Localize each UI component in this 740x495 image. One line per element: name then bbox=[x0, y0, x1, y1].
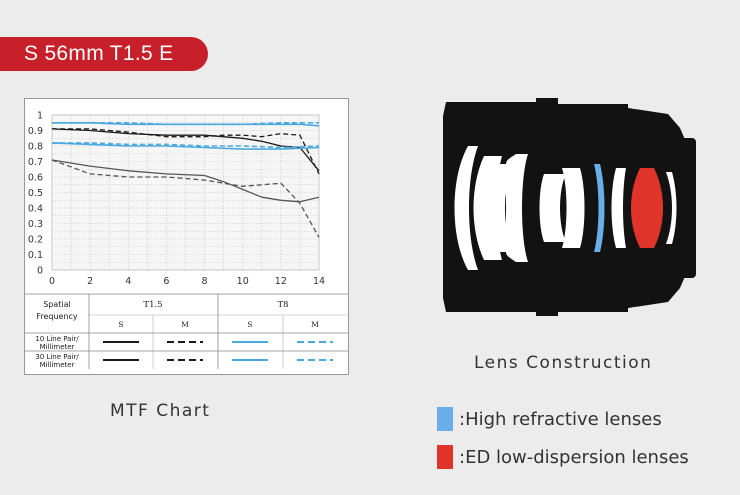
y-tick-label: 0.3 bbox=[28, 219, 43, 230]
table-row-label: 30 Line Pair/ bbox=[35, 353, 79, 361]
table-group-label: T1.5 bbox=[143, 300, 162, 310]
high-refractive-swatch bbox=[437, 407, 453, 431]
x-tick-label: 2 bbox=[87, 276, 93, 287]
mtf-legend-table: Spatial Frequency T1.5 T8 S M S M 10 Line Pair/M… bbox=[25, 293, 348, 369]
lens-barrel bbox=[443, 98, 686, 316]
lens-construction-diagram bbox=[443, 98, 696, 316]
x-tick-label: 6 bbox=[163, 276, 169, 287]
lens-element bbox=[506, 154, 528, 262]
mtf-chart-caption: MTF Chart bbox=[110, 401, 211, 421]
table-subheader: M bbox=[311, 320, 319, 329]
lens-rear-mount bbox=[676, 138, 696, 278]
table-row-label: Millimeter bbox=[40, 361, 75, 369]
mtf-series-T15-10lp-M bbox=[52, 128, 320, 175]
mtf-chart: 0 0.1 0.2 0.3 0.4 0.5 0.6 0.7 0.8 0.9 1 0 2 4 6 8 10 12 14… bbox=[24, 98, 349, 375]
y-tick-label: 0.4 bbox=[28, 204, 43, 215]
table-row-label: Millimeter bbox=[40, 343, 75, 351]
table-subheader: S bbox=[118, 320, 123, 329]
chart-series bbox=[51, 121, 320, 238]
chart-axes: 00.10.20.30.40.50.60.70.80.910 2 4 6 8 10 12 14 bbox=[28, 111, 325, 288]
product-title-banner: S 56mm T1.5 E bbox=[0, 37, 208, 71]
y-tick-label: 0.5 bbox=[28, 188, 43, 199]
high-refractive-lens bbox=[594, 164, 605, 252]
lens-element bbox=[492, 164, 514, 252]
lens-element bbox=[562, 168, 585, 248]
mtf-series-T8-30lp-M bbox=[52, 142, 320, 149]
chart-grid bbox=[51, 114, 320, 271]
x-tick-label: 4 bbox=[125, 276, 131, 287]
table-subheader: M bbox=[181, 320, 189, 329]
y-tick-label: 0 bbox=[37, 266, 43, 277]
legend-label-high-refractive: :High refractive lenses bbox=[459, 408, 662, 430]
lens-element bbox=[539, 174, 566, 242]
x-tick-label: 0 bbox=[49, 276, 55, 287]
product-title: S 56mm T1.5 E bbox=[24, 42, 174, 65]
mtf-series-T15-30lp-M bbox=[51, 159, 320, 238]
x-tick-label: 14 bbox=[313, 276, 325, 287]
lens-element bbox=[611, 168, 626, 248]
y-tick-label: 0.8 bbox=[28, 142, 43, 153]
y-tick-label: 0.6 bbox=[28, 173, 43, 184]
legend-label-ed: :ED low-dispersion lenses bbox=[459, 446, 689, 468]
y-tick-label: 0.1 bbox=[28, 250, 43, 261]
table-header-frequency: Frequency bbox=[36, 312, 78, 321]
y-tick-label: 0.2 bbox=[28, 235, 43, 246]
x-tick-label: 10 bbox=[237, 276, 249, 287]
y-tick-label: 0.9 bbox=[28, 126, 43, 137]
mtf-series-T8-30lp-S bbox=[51, 142, 320, 150]
x-tick-label: 8 bbox=[202, 276, 208, 287]
mtf-chart-svg: 00.10.20.30.40.50.60.70.80.910 2 4 6 8 10 12 14… bbox=[25, 111, 348, 369]
ed-lens bbox=[631, 168, 663, 248]
y-tick-label: 1 bbox=[37, 111, 43, 122]
table-row-label: 10 Line Pair/ bbox=[35, 335, 79, 343]
table-subheader: S bbox=[247, 320, 252, 329]
mtf-series-T15-30lp-S bbox=[51, 159, 320, 203]
ed-lens-swatch bbox=[437, 445, 453, 469]
lens-element bbox=[666, 172, 677, 244]
mtf-series-T8-10lp-M bbox=[52, 121, 319, 126]
y-tick-label: 0.7 bbox=[28, 157, 43, 168]
mtf-series-T15-10lp-S bbox=[51, 128, 320, 172]
lens-element bbox=[454, 146, 478, 270]
legend-item-ed: :ED low-dispersion lenses bbox=[437, 444, 689, 470]
x-tick-label: 12 bbox=[275, 276, 287, 287]
table-header-spatial: Spatial bbox=[43, 300, 71, 309]
table-group-label: T8 bbox=[277, 300, 288, 310]
legend-item-high-refractive: :High refractive lenses bbox=[437, 406, 662, 432]
lens-construction-caption: Lens Construction bbox=[474, 353, 653, 373]
lens-element bbox=[473, 156, 502, 260]
